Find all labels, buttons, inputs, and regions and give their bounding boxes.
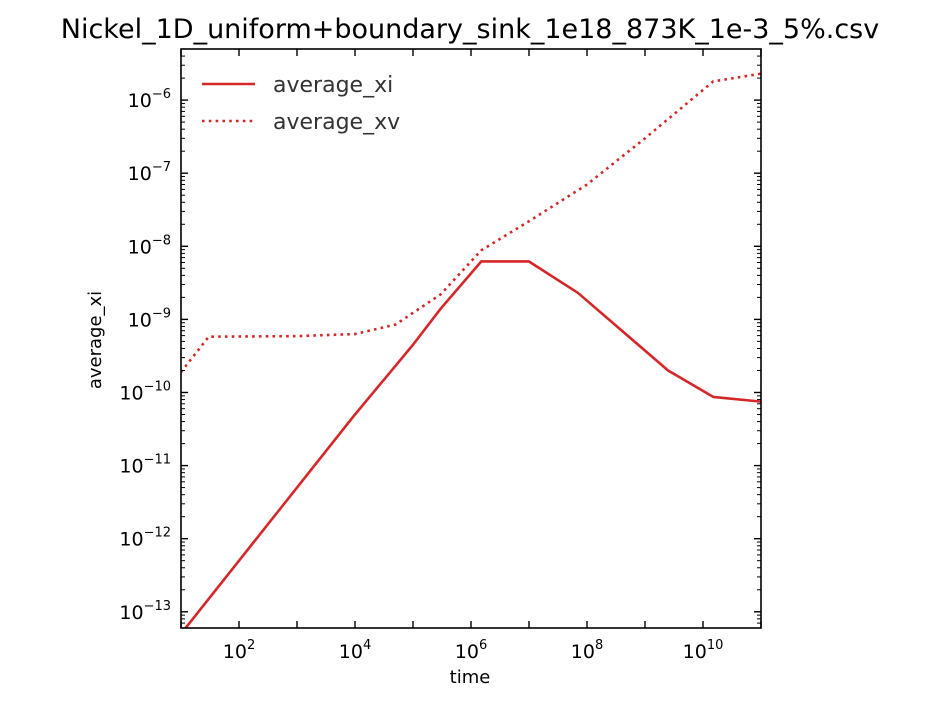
- y-tick-label: 10−9: [128, 306, 171, 331]
- y-axis-label: average_xi: [85, 291, 106, 389]
- legend-label-average_xi: average_xi: [273, 73, 393, 98]
- legend: average_xi average_xv: [202, 73, 400, 135]
- plot-content: [181, 72, 761, 628]
- y-tick-label: 10−7: [128, 160, 171, 185]
- y-tick-label: 10−8: [128, 233, 171, 258]
- y-tick-label: 10−6: [128, 87, 171, 112]
- y-tick-label: 10−13: [119, 599, 171, 624]
- x-tick-label: 104: [339, 638, 371, 663]
- chart-title: Nickel_1D_uniform+boundary_sink_1e18_873…: [61, 14, 879, 45]
- series-line-average_xi: [183, 260, 761, 628]
- x-tick-label: 102: [223, 638, 255, 663]
- legend-label-average_xv: average_xv: [273, 110, 400, 135]
- series-line-average_xv: [181, 72, 761, 373]
- x-axis-label: time: [450, 667, 491, 688]
- y-tick-label: 10−12: [119, 526, 171, 551]
- x-tick-label: 106: [455, 638, 487, 663]
- plot-frame: [180, 48, 762, 629]
- y-tick-label: 10−10: [119, 379, 171, 404]
- tick-labels: 102 104 106 108 1010 10−13 10−12 10−11 10−10 10−9…: [119, 87, 723, 663]
- y-tick-label: 10−11: [119, 453, 171, 478]
- x-tick-label: 108: [571, 638, 603, 663]
- x-tick-label: 1010: [683, 638, 724, 663]
- axis-ticks: [180, 48, 762, 629]
